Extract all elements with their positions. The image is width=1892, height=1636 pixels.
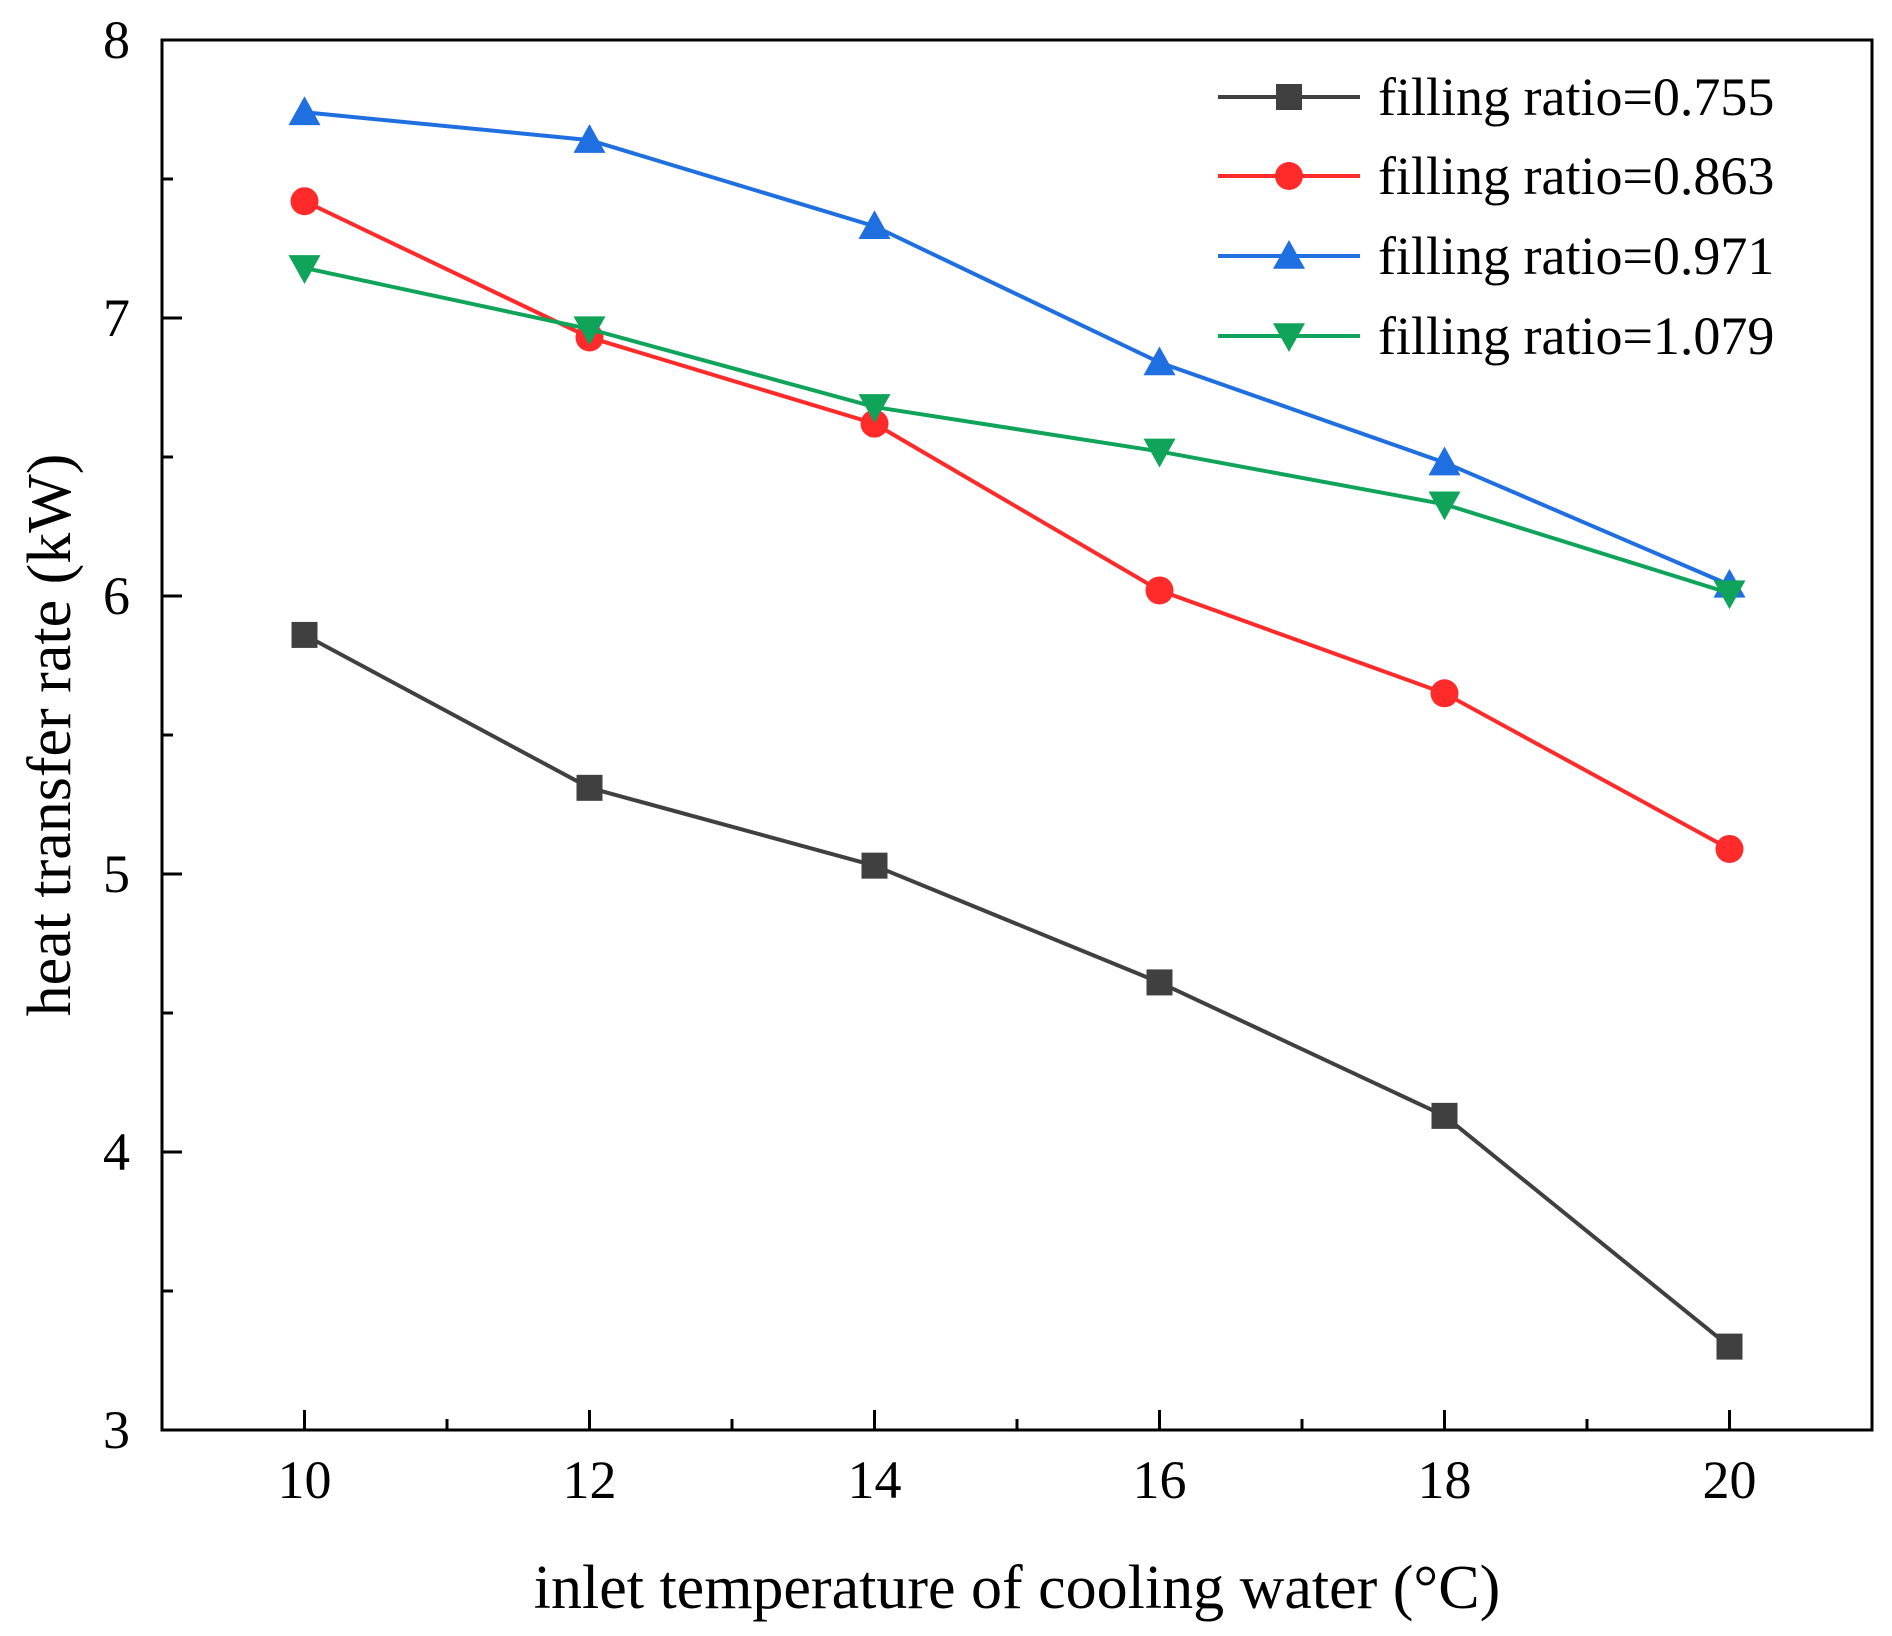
legend-label: filling ratio=0.755 <box>1378 67 1774 127</box>
series-circle <box>290 187 1744 863</box>
data-point <box>1715 834 1744 863</box>
data-point <box>288 255 321 284</box>
series-line <box>304 266 1731 596</box>
data-point <box>1430 679 1459 708</box>
data-point <box>1143 346 1176 376</box>
data-point <box>288 96 321 126</box>
series-line <box>304 110 1731 587</box>
data-point <box>573 124 606 153</box>
x-tick-label: 12 <box>563 1450 617 1510</box>
data-point <box>858 210 891 240</box>
y-tick-label: 4 <box>103 1122 130 1182</box>
legend: filling ratio=0.755 filling ratio=0.863 fi… <box>1218 67 1774 366</box>
y-tick-label: 3 <box>103 1400 130 1460</box>
data-point <box>861 852 888 879</box>
series-line <box>303 633 1731 1349</box>
y-tick-label: 8 <box>103 10 130 70</box>
y-tick-label: 6 <box>103 566 130 626</box>
x-tick-label: 16 <box>1133 1450 1187 1510</box>
data-point <box>1428 446 1461 476</box>
legend-marker <box>1273 323 1305 352</box>
data-point <box>1146 969 1173 996</box>
series-layer <box>288 96 1746 1360</box>
legend-item: filling ratio=0.755 <box>1218 67 1774 127</box>
legend-item: filling ratio=0.971 <box>1218 226 1774 286</box>
series-triangle-down <box>288 255 1746 610</box>
series-line <box>303 199 1731 851</box>
data-point <box>1716 1333 1743 1360</box>
y-tick-label: 7 <box>103 288 130 348</box>
x-tick-label: 14 <box>848 1450 902 1510</box>
data-point <box>1143 438 1176 468</box>
data-point <box>291 621 318 648</box>
data-point <box>290 187 319 216</box>
y-axis-ticks: 3 4 5 6 7 8 <box>103 10 182 1460</box>
data-point <box>1428 491 1461 521</box>
legend-label: filling ratio=1.079 <box>1378 306 1774 366</box>
data-point <box>1145 576 1174 605</box>
data-point <box>576 774 603 801</box>
x-tick-label: 18 <box>1418 1450 1472 1510</box>
legend-marker <box>1275 162 1303 190</box>
data-point <box>858 394 891 423</box>
legend-item: filling ratio=1.079 <box>1218 306 1774 366</box>
x-tick-label: 20 <box>1703 1450 1757 1510</box>
legend-label: filling ratio=0.863 <box>1378 146 1774 206</box>
x-axis-ticks: 10 12 14 16 18 20 <box>278 1410 1757 1510</box>
x-tick-label: 10 <box>278 1450 332 1510</box>
data-point <box>573 316 606 346</box>
series-square <box>291 621 1743 1360</box>
legend-item: filling ratio=0.863 <box>1218 146 1774 206</box>
data-point <box>1431 1102 1458 1129</box>
y-tick-label: 5 <box>103 844 130 904</box>
x-axis-title: inlet temperature of cooling water (°C) <box>534 1554 1500 1622</box>
legend-marker <box>1273 240 1305 269</box>
y-axis-title: heat transfer rate (kW) <box>16 454 84 1017</box>
data-point <box>1713 580 1746 610</box>
legend-marker <box>1276 84 1302 110</box>
legend-label: filling ratio=0.971 <box>1378 226 1774 286</box>
data-point <box>860 409 889 438</box>
